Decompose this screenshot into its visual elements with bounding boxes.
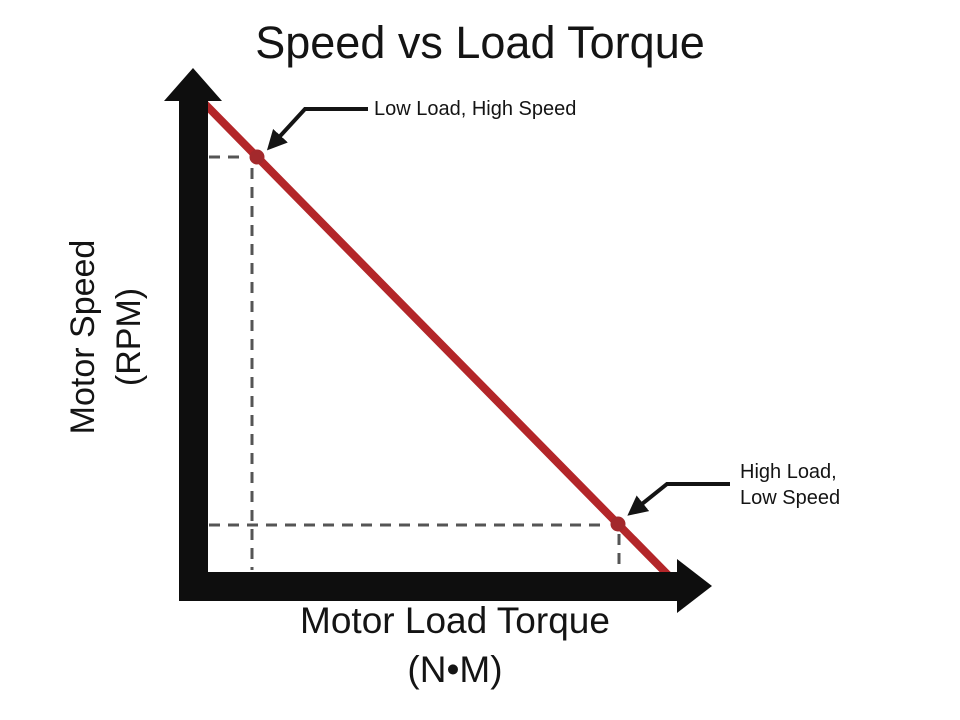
y-axis-shaft <box>179 95 208 600</box>
x-axis-shaft <box>179 572 679 601</box>
x-axis-label: Motor Load Torque (N•M) <box>195 596 715 694</box>
callout-arrow-low-load-icon <box>266 107 368 151</box>
y-axis-arrowhead-icon <box>164 68 222 101</box>
annotation-high-load-line2: Low Speed <box>740 487 841 509</box>
y-axis-label-line1: Motor Speed <box>64 239 102 435</box>
x-axis-label-line2: (N•M) <box>407 649 503 690</box>
callout-arrow-high-load-icon <box>627 482 730 516</box>
annotation-low-load: Low Load, High Speed <box>374 98 577 120</box>
y-axis-label-line2: (RPM) <box>110 287 148 387</box>
annotation-high-load-line1: High Load, <box>740 461 837 483</box>
y-axis-label: Motor Speed (RPM) <box>60 165 160 509</box>
data-point-high-load <box>610 516 626 532</box>
chart-title: Speed vs Load Torque <box>255 17 705 68</box>
x-axis-label-line1: Motor Load Torque <box>300 600 610 641</box>
speed-torque-line <box>202 101 674 581</box>
annotation-high-load: High Load, Low Speed <box>740 459 840 511</box>
x-axis-arrowhead-icon <box>677 559 712 613</box>
data-point-low-load <box>249 149 265 165</box>
